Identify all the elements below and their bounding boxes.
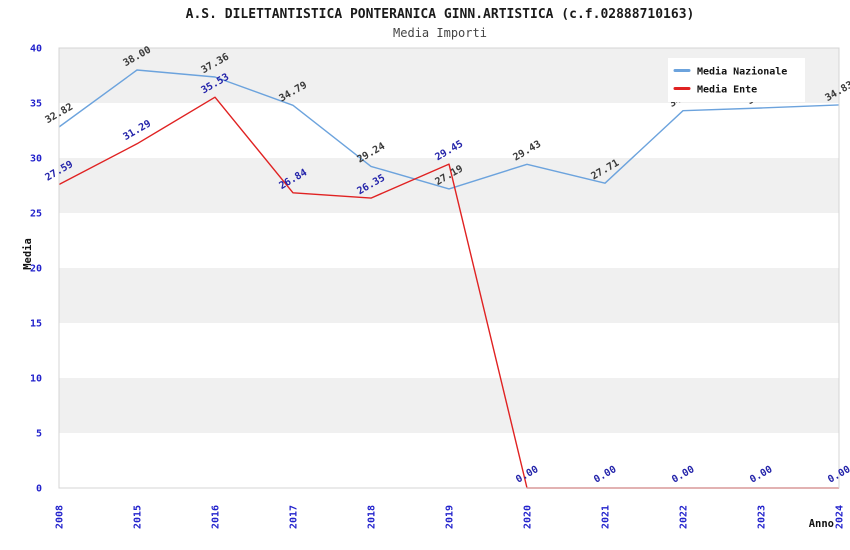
y-tick-0: 0 — [36, 484, 42, 495]
band-20-25 — [59, 213, 839, 268]
chart-title: A.S. DILETTANTISTICA PONTERANICA GINN.AR… — [186, 7, 695, 22]
plot-frame — [58, 47, 840, 489]
y-tick-40: 40 — [30, 44, 42, 55]
y-tick-5: 5 — [36, 429, 42, 440]
y-tick-30: 30 — [30, 154, 42, 165]
x-tick-2017: 2017 — [289, 505, 300, 529]
x-tick-2018: 2018 — [367, 505, 378, 529]
plot-bands — [59, 48, 839, 488]
chart-subtitle: Media Importi — [393, 26, 487, 40]
legend-box — [668, 58, 805, 102]
y-tick-20: 20 — [30, 264, 42, 275]
x-tick-2020: 2020 — [523, 505, 534, 529]
y-tick-10: 10 — [30, 374, 42, 385]
x-tick-2019: 2019 — [445, 505, 456, 529]
band-25-30 — [59, 158, 839, 213]
y-axis-ticks: 0 5 10 15 20 25 30 35 40 — [30, 44, 42, 495]
x-axis-title: Anno — [809, 518, 834, 530]
x-tick-2022: 2022 — [679, 505, 690, 529]
x-tick-2023: 2023 — [757, 505, 768, 529]
x-tick-2016: 2016 — [211, 505, 222, 529]
band-15-20 — [59, 268, 839, 323]
y-tick-15: 15 — [30, 319, 42, 330]
x-tick-2024: 2024 — [835, 505, 846, 529]
y-tick-35: 35 — [30, 99, 42, 110]
band-5-10 — [59, 378, 839, 433]
line-media-nazionale — [58, 69, 840, 190]
x-axis-ticks: 2008 2015 2016 2017 2018 2019 2020 2021 2022 2023… — [55, 505, 846, 529]
band-10-15 — [59, 323, 839, 378]
plot-border — [58, 47, 840, 489]
band-0-5 — [59, 433, 839, 488]
legend: Media Nazionale Media Ente — [668, 58, 805, 102]
x-tick-2021: 2021 — [601, 505, 612, 529]
legend-label-ente: Media Ente — [697, 84, 757, 96]
y-tick-25: 25 — [30, 209, 42, 220]
x-tick-2008: 2008 — [55, 505, 66, 529]
y-axis-title: Media — [22, 238, 34, 270]
legend-label-nazionale: Media Nazionale — [697, 66, 787, 78]
x-tick-2015: 2015 — [133, 505, 144, 529]
